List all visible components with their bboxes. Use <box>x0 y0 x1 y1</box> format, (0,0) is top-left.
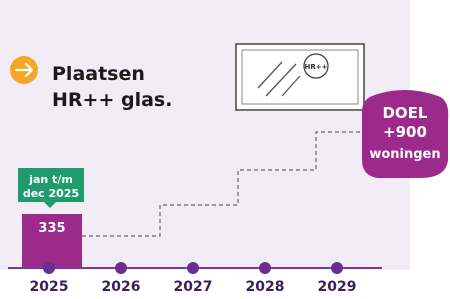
page: {"title": {"line1": "Plaatsen", "line2":… <box>0 0 450 295</box>
bar-value: 335 <box>38 221 65 236</box>
title-line: Plaatsen <box>52 63 145 85</box>
goal-line: +900 <box>383 123 427 141</box>
glass-label: HR++ <box>305 63 328 71</box>
glass-icon: HR++ <box>236 44 364 110</box>
year-label: 2028 <box>246 279 285 295</box>
badge-line: dec 2025 <box>23 187 79 200</box>
year-label: 2027 <box>174 279 213 295</box>
timeline-dot <box>43 262 55 274</box>
infographic: Plaatsen HR++ glas. HR++ jan t/m dec 202… <box>0 0 450 295</box>
year-label: 2026 <box>102 279 141 295</box>
goal-line: DOEL <box>382 104 427 122</box>
goal-line: woningen <box>369 147 440 162</box>
timeline-dot <box>115 262 127 274</box>
timeline-dot <box>331 262 343 274</box>
year-label: 2025 <box>30 279 69 295</box>
title-line: HR++ glas. <box>52 89 172 111</box>
year-label: 2029 <box>318 279 357 295</box>
timeline-dot <box>187 262 199 274</box>
timeline-dot <box>259 262 271 274</box>
badge-line: jan t/m <box>28 173 73 186</box>
